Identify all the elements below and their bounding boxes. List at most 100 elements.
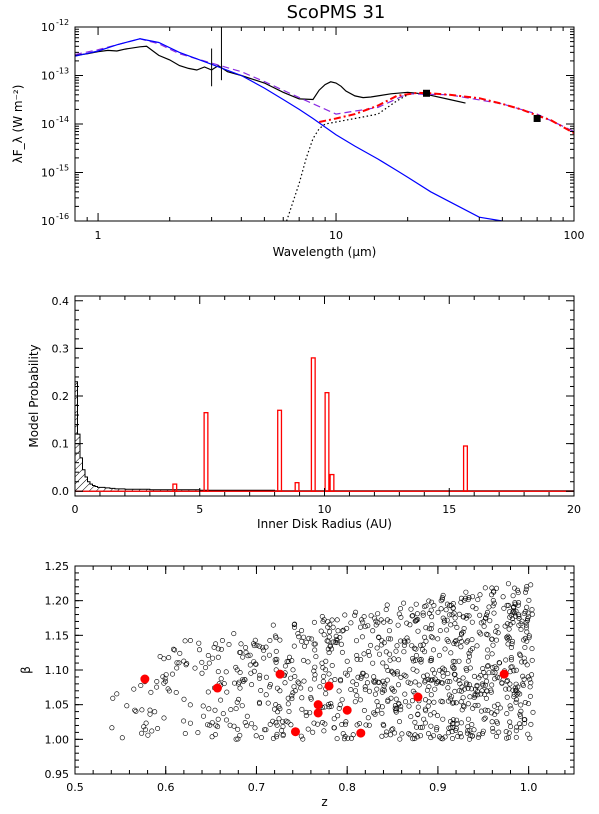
grid-point [288, 722, 294, 728]
grid-point [443, 607, 449, 613]
grid-point [490, 729, 496, 735]
grid-point [444, 601, 450, 607]
grid-point [507, 669, 513, 675]
grid-point [285, 695, 291, 701]
grid-point [505, 581, 511, 587]
grid-point [375, 703, 381, 709]
grid-point [301, 657, 307, 663]
grid-point [251, 668, 257, 674]
grid-point [522, 589, 528, 595]
grid-point [413, 652, 419, 658]
grid-point [466, 736, 472, 742]
grid-point [352, 612, 358, 618]
grid-point [428, 607, 434, 613]
grid-point [436, 734, 442, 740]
grid-point [464, 612, 470, 618]
grid-point [448, 602, 454, 608]
grid-point [406, 703, 412, 709]
grid-point [438, 598, 444, 604]
grid-point [462, 686, 468, 692]
grid-point [387, 651, 393, 657]
probability-bar-3 [294, 482, 300, 492]
grid-point [355, 674, 361, 680]
grid-point [447, 679, 453, 685]
grid-point [494, 674, 500, 680]
grid-point [435, 636, 441, 642]
grid-point [338, 641, 344, 647]
y-tick-label: 10 [41, 21, 55, 34]
y-tick-label: 10 [41, 118, 55, 131]
grid-point [395, 682, 401, 688]
grid-point [290, 667, 296, 673]
grid-point [465, 701, 471, 707]
grid-point [469, 637, 475, 643]
grid-point [131, 686, 137, 692]
grid-point [460, 675, 466, 681]
grid-point [519, 659, 525, 665]
probability-bar-5 [324, 392, 330, 492]
grid-point [393, 696, 399, 702]
grid-point [379, 710, 385, 716]
grid-point [300, 736, 306, 742]
grid-point [243, 645, 249, 651]
y-tick-label: 0.4 [52, 295, 70, 308]
grid-point [341, 736, 347, 742]
grid-point [299, 706, 305, 712]
grid-point [389, 668, 395, 674]
grid-point [422, 679, 428, 685]
grid-point [518, 708, 524, 714]
grid-point [429, 622, 435, 628]
grid-point [139, 730, 145, 736]
grid-point [331, 716, 337, 722]
grid-point [492, 676, 498, 682]
grid-point [503, 657, 509, 663]
grid-point [485, 663, 491, 669]
grid-point [423, 708, 429, 714]
grid-point [461, 625, 467, 631]
grid-point [442, 646, 448, 652]
grid-point [511, 694, 517, 700]
grid-point [354, 652, 360, 658]
grid-point [267, 681, 273, 687]
grid-point [350, 732, 356, 738]
grid-point [515, 590, 521, 596]
figure-title: ScoPMS 31 [287, 2, 386, 23]
grid-point [170, 671, 176, 677]
grid-point [458, 599, 464, 605]
grid-point [516, 615, 522, 621]
grid-point [311, 676, 317, 682]
grid-point [383, 729, 389, 735]
grid-point [394, 669, 400, 675]
grid-point [426, 610, 432, 616]
grid-point [513, 697, 519, 703]
grid-point [256, 643, 262, 649]
grid-point [522, 699, 528, 705]
grid-point [270, 718, 276, 724]
grid-point [275, 709, 281, 715]
grid-point [394, 643, 400, 649]
grid-point [361, 614, 367, 620]
probability-bar-6 [329, 473, 335, 492]
grid-point [486, 670, 492, 676]
grid-point [433, 680, 439, 686]
grid-point [401, 642, 407, 648]
grid-point [453, 700, 459, 706]
grid-point [326, 634, 332, 640]
y-tick-exponent: -16 [56, 212, 69, 221]
grid-point [484, 688, 490, 694]
grid-point [155, 725, 161, 731]
grid-point [518, 621, 524, 627]
grid-point [224, 717, 230, 723]
grid-point [213, 722, 219, 728]
grid-point [291, 684, 297, 690]
grid-point [407, 732, 413, 738]
grid-point [502, 623, 508, 629]
x-tick-label: 20 [567, 503, 581, 516]
grid-point [366, 722, 372, 728]
grid-point [445, 671, 451, 677]
best-fit-point-2 [275, 669, 285, 679]
grid-point [322, 667, 328, 673]
grid-point [451, 700, 457, 706]
grid-point [525, 701, 531, 707]
grid-point [467, 732, 473, 738]
